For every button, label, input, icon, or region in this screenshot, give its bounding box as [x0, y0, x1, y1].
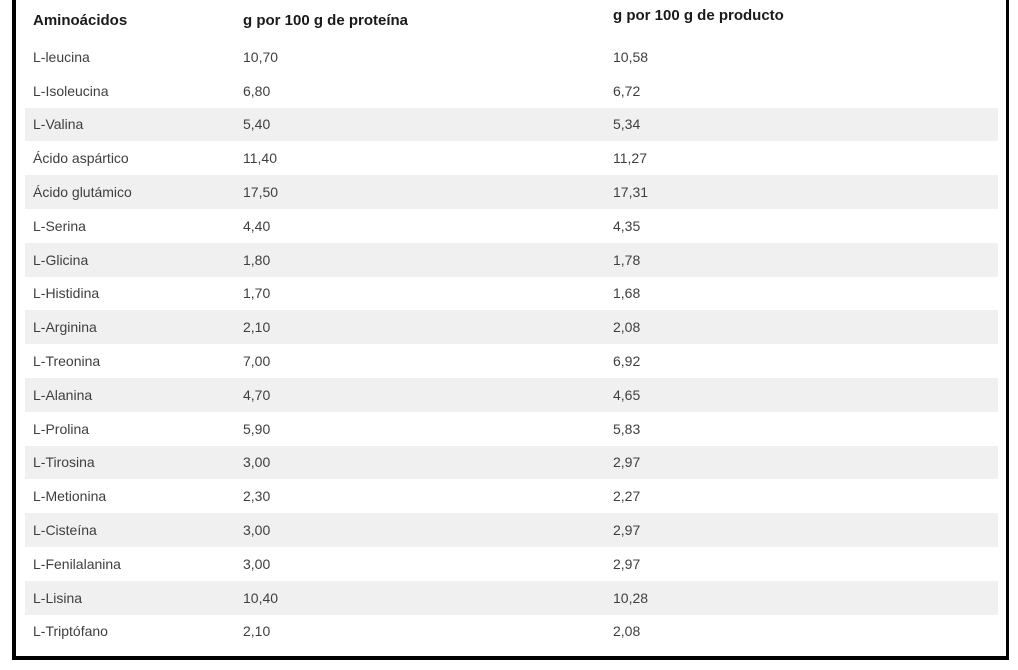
product-value: 5,34	[613, 116, 641, 133]
amino-acid-name: L-Serina	[33, 217, 86, 234]
amino-acid-name: L-Triptófano	[33, 623, 108, 640]
product-value: 2,97	[613, 555, 641, 572]
protein-value: 3,00	[243, 454, 271, 471]
product-value: 1,78	[613, 251, 641, 268]
product-value: 2,08	[613, 319, 641, 336]
amino-acid-name: L-Lisina	[33, 589, 83, 606]
amino-acid-name: Ácido glutámico	[33, 184, 132, 201]
product-value: 2,08	[613, 623, 641, 640]
table-row: L-Fenilalanina 3,00 2,97	[25, 547, 998, 581]
table-row: L-Triptófano 2,10 2,08	[25, 615, 998, 649]
product-value: 10,58	[613, 48, 649, 65]
amino-acid-name: L-Treonina	[33, 353, 101, 370]
product-value: 6,92	[613, 353, 641, 370]
amino-acid-name: Ácido aspártico	[33, 150, 129, 167]
table-body: L-leucina 10,70 10,58 L-Isoleucina 6,80 6,72 L…	[25, 40, 998, 648]
table-row: L-Tirosina 3,00 2,97	[25, 445, 998, 480]
table-row: L-Treonina 7,00 6,92	[25, 344, 998, 378]
product-value: 10,28	[613, 589, 649, 606]
amino-acid-name: L-Glicina	[33, 251, 89, 268]
amino-acid-name: L-Histidina	[33, 285, 100, 302]
amino-acid-name: L-leucina	[33, 48, 90, 65]
header-per-100g-protein: g por 100 g de proteína	[243, 11, 409, 29]
table-row: L-Glicina 1,80 1,78	[25, 242, 998, 277]
protein-value: 1,80	[243, 251, 271, 268]
protein-value: 6,80	[243, 82, 271, 99]
protein-value: 1,70	[243, 285, 271, 302]
header-amino-acids: Aminoácidos	[33, 11, 128, 29]
product-value: 2,97	[613, 454, 641, 471]
table-row: L-Cisteína 3,00 2,97	[25, 513, 998, 547]
amino-acid-name: L-Cisteína	[33, 522, 97, 539]
protein-value: 17,50	[243, 184, 279, 201]
table-row: L-Serina 4,40 4,35	[25, 209, 998, 243]
table-row: L-Prolina 5,90 5,83	[25, 412, 998, 446]
protein-value: 11,40	[243, 150, 277, 167]
table-row: L-Arginina 2,10 2,08	[25, 310, 998, 345]
product-value: 17,31	[613, 184, 649, 201]
product-value: 4,35	[613, 217, 641, 234]
table-row: L-Histidina 1,70 1,68	[25, 277, 998, 311]
product-value: 2,97	[613, 522, 641, 539]
protein-value: 2,30	[243, 488, 271, 505]
protein-value: 7,00	[243, 353, 271, 370]
protein-value: 5,90	[243, 420, 271, 437]
table-row: L-Alanina 4,70 4,65	[25, 377, 998, 412]
table-row: L-Isoleucina 6,80 6,72	[25, 74, 998, 108]
table-frame: Aminoácidos g por 100 g de proteína g po…	[12, 0, 1009, 660]
product-value: 4,65	[613, 386, 641, 403]
amino-acid-name: L-Arginina	[33, 319, 97, 336]
table-row: L-leucina 10,70 10,58	[25, 40, 998, 74]
product-value: 11,27	[613, 150, 647, 167]
amino-acid-name: L-Tirosina	[33, 454, 95, 471]
protein-value: 2,10	[243, 623, 271, 640]
amino-acids-table: Aminoácidos g por 100 g de proteína g po…	[25, 0, 998, 648]
protein-value: 10,40	[243, 589, 279, 606]
protein-value: 4,40	[243, 217, 271, 234]
protein-value: 4,70	[243, 386, 271, 403]
header-per-100g-product: g por 100 g de producto	[613, 7, 784, 24]
table-row: Ácido aspártico 11,40 11,27	[25, 141, 998, 175]
protein-value: 5,40	[243, 116, 271, 133]
amino-acid-name: L-Isoleucina	[33, 82, 109, 99]
amino-acid-name: L-Prolina	[33, 420, 90, 437]
product-value: 1,68	[613, 285, 641, 302]
amino-acid-name: L-Metionina	[33, 488, 107, 505]
protein-value: 10,70	[243, 48, 279, 65]
amino-acid-name: L-Fenilalanina	[33, 555, 121, 572]
table-row: L-Valina 5,40 5,34	[25, 107, 998, 142]
table-row: L-Metionina 2,30 2,27	[25, 479, 998, 513]
protein-value: 3,00	[243, 555, 271, 572]
product-value: 5,83	[613, 420, 641, 437]
amino-acid-name: L-Alanina	[33, 386, 93, 403]
table-row: L-Lisina 10,40 10,28	[25, 580, 998, 615]
protein-value: 2,10	[243, 319, 271, 336]
protein-value: 3,00	[243, 522, 271, 539]
header-row: Aminoácidos g por 100 g de proteína g po…	[25, 0, 998, 40]
product-value: 2,27	[613, 488, 641, 505]
amino-acid-name: L-Valina	[33, 116, 84, 133]
table-row: Ácido glutámico 17,50 17,31	[25, 175, 998, 209]
table-header: Aminoácidos g por 100 g de proteína g po…	[25, 0, 998, 40]
product-value: 6,72	[613, 82, 641, 99]
